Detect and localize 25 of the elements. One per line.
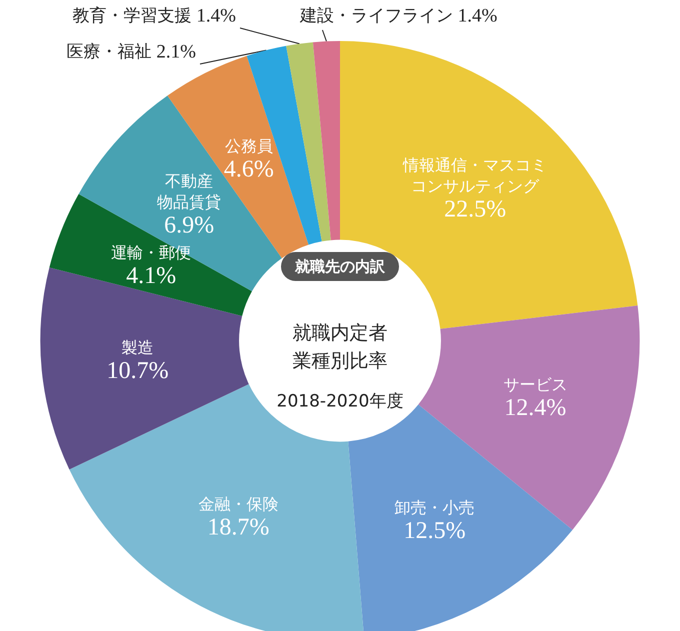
slice-label: 公務員 [224,136,273,156]
data-label: 4.1% [126,262,176,289]
slice-label: 情報通信・マスコミコンサルティング [402,156,548,196]
text: 就職先の内訳 [294,258,386,276]
data-label: 2.1% [152,42,196,62]
data-label: 22.5% [444,196,506,223]
slice-label: 製造 [122,338,154,358]
data-label: 18.7% [207,514,270,540]
data-label: 10.7% [106,358,169,384]
data-label: 12.5% [404,518,466,544]
slice-label: 教育・学習支援 [72,6,192,26]
slice-label: サービス [503,374,568,394]
data-label: 4.6% [224,156,274,182]
data-label: 6.9% [164,212,214,238]
data-label: 1.4% [192,6,236,26]
slice-label: 金融・保険 [198,494,278,514]
data-label: 1.4% [453,6,498,26]
slice-label: 卸売・小売 [394,498,475,518]
slice-label: 医療・福祉 [66,42,152,62]
slice-label: 不動産物品賃貸 [157,171,222,212]
text: 2018-2020年度 [276,392,404,412]
text: 就職内定者業種別比率 [292,322,388,372]
slice-label: 運輸・郵便 [111,242,192,262]
data-label: 12.4% [504,394,566,421]
slice-label: 建設・ライフライン [299,6,453,26]
